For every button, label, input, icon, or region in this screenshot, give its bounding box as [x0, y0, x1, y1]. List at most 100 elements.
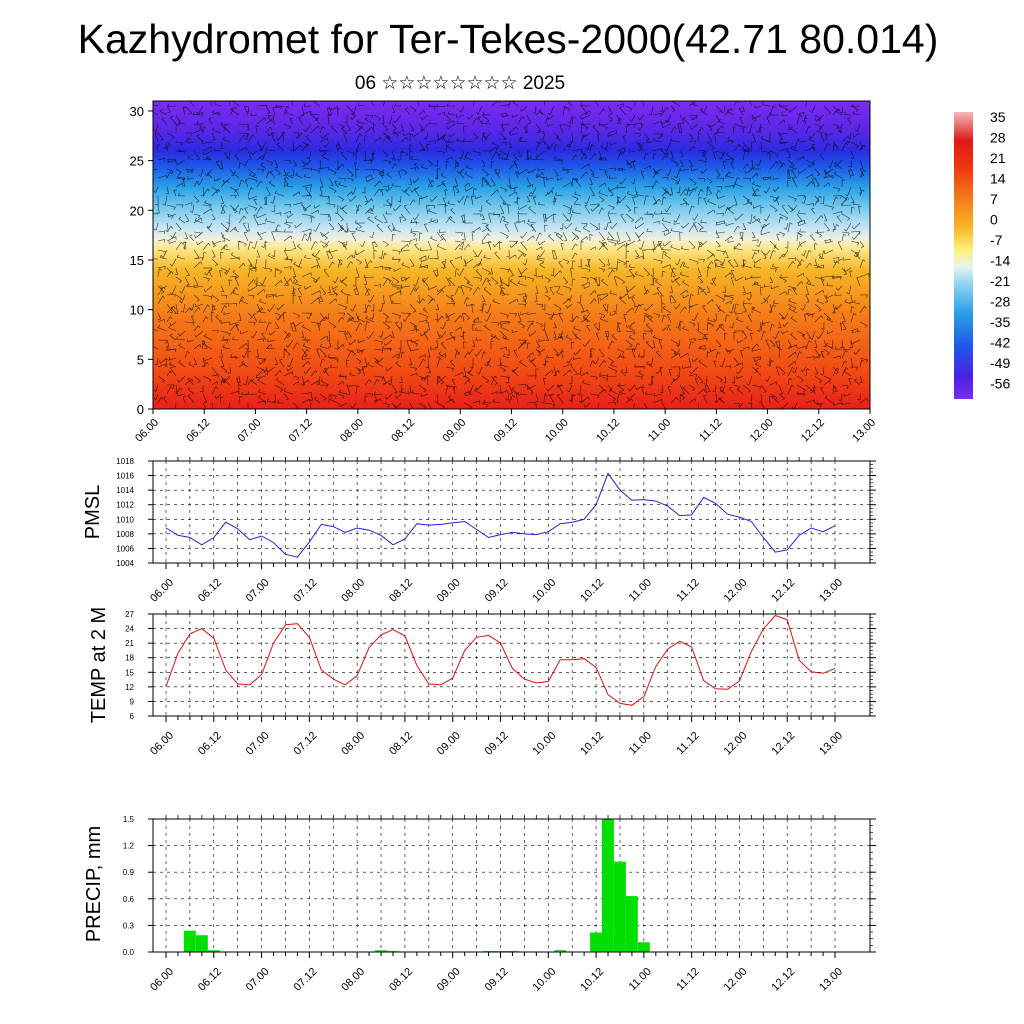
wind-barb-feather: [262, 155, 264, 159]
wind-barb-feather: [693, 101, 696, 105]
wind-barb: [373, 265, 383, 269]
wind-barb: [805, 146, 815, 152]
wind-barb: [330, 366, 339, 368]
wind-barb: [535, 285, 539, 294]
wind-barb-feather: [674, 175, 677, 179]
wind-barb-feather: [839, 112, 843, 114]
wind-barb-feather: [380, 137, 382, 141]
wind-barb-feather: [163, 231, 165, 235]
wind-barb-feather: [541, 304, 544, 308]
wind-barb-feather: [802, 334, 805, 338]
wind-barb-feather: [490, 340, 494, 343]
wind-barb: [283, 278, 291, 287]
wind-barb-feather: [433, 205, 436, 209]
wind-barb-feather: [289, 204, 291, 208]
wind-barb: [512, 154, 519, 161]
wind-barb-feather: [325, 316, 328, 320]
wind-barb-feather: [520, 342, 523, 346]
wind-barb: [481, 222, 489, 225]
wind-barb-feather: [506, 285, 510, 287]
wind-barb: [670, 348, 677, 353]
wind-barb: [175, 267, 178, 275]
wind-barb-feather: [340, 229, 344, 231]
wind-barb: [184, 231, 188, 239]
wind-barb: [409, 177, 412, 185]
wind-barb: [772, 266, 780, 269]
wind-barb-feather: [260, 157, 263, 161]
wind-barb-feather: [303, 129, 306, 133]
wind-barb: [341, 208, 348, 215]
wind-barb-feather: [637, 234, 640, 238]
wind-barb: [418, 312, 429, 318]
wind-barb-feather: [196, 299, 200, 302]
wind-barb-feather: [652, 137, 655, 141]
wind-barb-feather: [175, 158, 177, 162]
wind-barb-feather: [322, 370, 325, 374]
wind-barb: [546, 357, 555, 359]
wind-barb: [704, 334, 708, 341]
wind-barb: [283, 276, 289, 286]
wind-barb: [487, 303, 492, 314]
wind-barb: [484, 326, 492, 332]
wind-barb: [760, 249, 767, 258]
wind-barb-feather: [266, 112, 270, 114]
wind-barb-feather: [799, 351, 802, 354]
wind-barb-feather: [682, 280, 685, 283]
wind-barb: [399, 216, 402, 224]
wind-barb-feather: [463, 126, 467, 128]
wind-barb-feather: [210, 312, 215, 314]
wind-barb-feather: [465, 188, 467, 192]
wind-barb-feather: [574, 373, 578, 376]
wind-barb: [826, 318, 834, 323]
wind-barb: [443, 258, 447, 269]
wind-barb: [394, 204, 402, 212]
wind-barb: [639, 114, 645, 121]
wind-barb: [445, 312, 450, 321]
wind-barb: [712, 276, 717, 285]
wind-barb-feather: [288, 225, 291, 229]
wind-barb-feather: [250, 268, 253, 272]
wind-barb-feather: [502, 200, 505, 204]
wind-barb: [562, 168, 569, 172]
wind-barb: [169, 117, 177, 125]
wind-barb: [652, 148, 662, 152]
wind-barb: [409, 328, 417, 332]
wind-barb: [157, 339, 167, 341]
wind-barb: [823, 143, 828, 152]
wind-barb: [607, 105, 613, 115]
wind-barb-feather: [567, 212, 571, 215]
wind-barb-feather: [397, 353, 400, 357]
wind-barb: [745, 168, 753, 174]
wind-barb-feather: [495, 147, 498, 151]
wind-barb: [166, 236, 176, 242]
wind-barb: [286, 185, 294, 188]
wind-barb-feather: [407, 244, 409, 248]
wind-barb-feather: [499, 101, 501, 104]
wind-barb-feather: [598, 190, 601, 194]
wind-barb: [269, 303, 276, 312]
wind-barb-feather: [379, 180, 382, 184]
wind-barb: [601, 243, 609, 251]
wind-barb-feather: [171, 271, 174, 274]
wind-barb: [645, 342, 654, 350]
wind-barb: [427, 321, 430, 331]
wind-barb-feather: [663, 196, 667, 199]
wind-barb: [260, 357, 267, 365]
wind-barb: [490, 189, 498, 197]
wind-barb-feather: [860, 175, 865, 177]
wind-barb: [254, 240, 258, 249]
wind-barb-feather: [771, 323, 775, 327]
wind-barb: [310, 380, 319, 386]
wind-barb: [643, 289, 648, 296]
wind-barb: [414, 244, 420, 251]
wind-barb: [361, 366, 366, 377]
wind-barb-feather: [467, 379, 470, 383]
wind-barb-feather: [350, 308, 353, 312]
wind-barb: [229, 194, 237, 197]
wind-barb: [580, 319, 588, 323]
wind-barb: [607, 114, 613, 121]
wind-barb: [355, 222, 362, 227]
wind-barb-feather: [317, 125, 320, 129]
wind-barb: [305, 187, 312, 197]
wind-barb-feather: [572, 356, 574, 360]
